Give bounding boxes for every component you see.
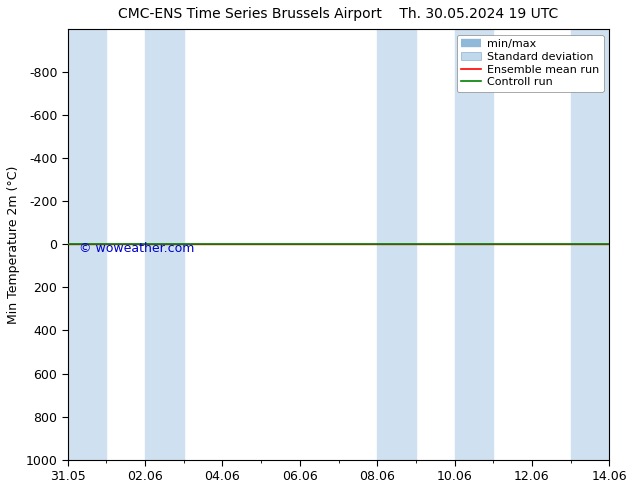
Bar	[455, 29, 493, 460]
Bar	[571, 29, 609, 460]
Text: © woweather.com: © woweather.com	[79, 242, 194, 255]
Bar	[377, 29, 416, 460]
Bar	[145, 29, 184, 460]
Title: CMC-ENS Time Series Brussels Airport    Th. 30.05.2024 19 UTC: CMC-ENS Time Series Brussels Airport Th.…	[119, 7, 559, 21]
Legend: min/max, Standard deviation, Ensemble mean run, Controll run: min/max, Standard deviation, Ensemble me…	[457, 35, 604, 92]
Y-axis label: Min Temperature 2m (°C): Min Temperature 2m (°C)	[7, 165, 20, 323]
Bar	[68, 29, 107, 460]
